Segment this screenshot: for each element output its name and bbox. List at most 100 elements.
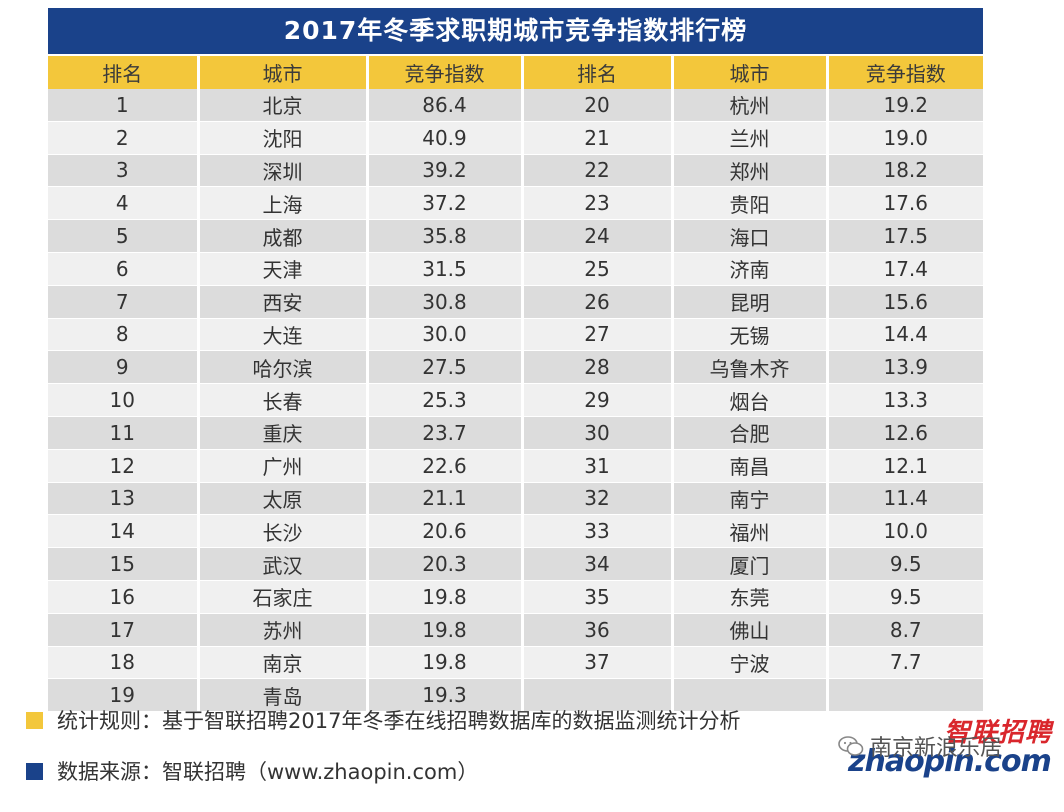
city-cell: 长春 [198,383,369,417]
rank-cell [522,678,674,713]
source-text: 数据来源：智联招聘（www.zhaopin.com） [57,760,479,784]
city-cell: 上海 [198,186,369,221]
rank-cell: 8 [48,318,200,352]
city-cell: 石家庄 [198,580,369,614]
rank-cell: 28 [522,350,674,385]
rank-cell: 4 [48,186,200,221]
city-cell: 合肥 [672,416,829,450]
table-row: 17 苏州 19.8 36 佛山 8.7 [48,613,983,647]
city-cell: 济南 [672,252,829,286]
rank-cell: 27 [522,318,674,352]
city-cell: 武汉 [198,547,369,581]
table-row: 18 南京 19.8 37 宁波 7.7 [48,646,983,680]
city-cell: 乌鲁木齐 [672,350,829,385]
table-row: 15 武汉 20.3 34 厦门 9.5 [48,547,983,581]
source-swatch [26,762,43,780]
page-title: 2017年冬季求职期城市竞争指数排行榜 [48,8,983,54]
table-row: 14 长沙 20.6 33 福州 10.0 [48,514,983,549]
index-cell: 14.4 [827,318,983,352]
rank-cell: 25 [522,252,674,286]
city-cell: 烟台 [672,383,829,417]
rank-cell: 9 [48,350,200,385]
table-row: 16 石家庄 19.8 35 东莞 9.5 [48,580,983,614]
city-cell: 无锡 [672,318,829,352]
table-row: 7 西安 30.8 26 昆明 15.6 [48,285,983,319]
index-cell: 30.8 [367,285,524,319]
city-cell: 太原 [198,482,369,516]
rank-cell: 18 [48,646,200,680]
index-cell: 9.5 [827,580,983,614]
index-cell: 9.5 [827,547,983,581]
rank-cell: 16 [48,580,200,614]
rank-cell: 36 [522,613,674,647]
rank-cell: 10 [48,383,200,417]
source-note: 数据来源：智联招聘（www.zhaopin.com） [26,756,478,786]
city-cell [672,678,829,713]
table-header-row: 排名 城市 竞争指数 排名 城市 竞争指数 [48,56,983,89]
table-row: 10 长春 25.3 29 烟台 13.3 [48,383,983,417]
city-cell: 青岛 [198,678,369,713]
rank-cell: 19 [48,678,200,713]
index-cell: 25.3 [367,383,524,417]
rank-cell: 33 [522,514,674,549]
rank-cell: 30 [522,416,674,450]
index-cell: 40.9 [367,121,524,155]
city-cell: 贵阳 [672,186,829,221]
city-cell: 苏州 [198,613,369,647]
rank-cell: 37 [522,646,674,680]
header-index-right: 竞争指数 [827,56,983,89]
index-cell: 13.9 [827,350,983,385]
index-cell: 20.6 [367,514,524,549]
rank-cell: 12 [48,449,200,483]
table-row: 1 北京 86.4 20 杭州 19.2 [48,89,983,122]
rank-cell: 15 [48,547,200,581]
index-cell: 7.7 [827,646,983,680]
city-cell: 深圳 [198,154,369,188]
ranking-table: 排名 城市 竞争指数 排名 城市 竞争指数 1 北京 86.4 20 杭州 19.2 2 沈阳… [48,56,983,713]
city-cell: 南京 [198,646,369,680]
rank-cell: 34 [522,547,674,581]
table-row: 8 大连 30.0 27 无锡 14.4 [48,318,983,352]
rank-cell: 29 [522,383,674,417]
table-row: 13 太原 21.1 32 南宁 11.4 [48,482,983,516]
rank-cell: 26 [522,285,674,319]
index-cell: 19.8 [367,580,524,614]
rank-cell: 1 [48,89,200,122]
rule-swatch [26,711,43,729]
rank-cell: 32 [522,482,674,516]
table-row: 19 青岛 19.3 [48,678,983,713]
city-cell: 宁波 [672,646,829,680]
index-cell: 17.5 [827,219,983,253]
index-cell: 12.1 [827,449,983,483]
rank-cell: 21 [522,121,674,155]
index-cell: 19.8 [367,613,524,647]
header-rank-right: 排名 [522,56,674,89]
index-cell: 20.3 [367,547,524,581]
rank-cell: 17 [48,613,200,647]
city-cell: 海口 [672,219,829,253]
rank-cell: 14 [48,514,200,549]
rank-cell: 31 [522,449,674,483]
index-cell: 12.6 [827,416,983,450]
rank-cell: 24 [522,219,674,253]
wechat-icon [838,736,864,756]
watermark-account: 南京新浪乐居 [838,730,1002,762]
city-cell: 佛山 [672,613,829,647]
index-cell: 22.6 [367,449,524,483]
watermark-brand: 智联招聘 [943,718,1052,748]
table-row: 9 哈尔滨 27.5 28 乌鲁木齐 13.9 [48,350,983,385]
index-cell: 19.8 [367,646,524,680]
rank-cell: 7 [48,285,200,319]
index-cell: 35.8 [367,219,524,253]
city-cell: 天津 [198,252,369,286]
table-row: 3 深圳 39.2 22 郑州 18.2 [48,154,983,188]
index-cell: 17.6 [827,186,983,221]
index-cell [827,678,983,713]
table-row: 2 沈阳 40.9 21 兰州 19.0 [48,121,983,155]
city-cell: 东莞 [672,580,829,614]
city-cell: 郑州 [672,154,829,188]
table-row: 6 天津 31.5 25 济南 17.4 [48,252,983,286]
index-cell: 8.7 [827,613,983,647]
header-rank-left: 排名 [48,56,200,89]
city-cell: 南宁 [672,482,829,516]
